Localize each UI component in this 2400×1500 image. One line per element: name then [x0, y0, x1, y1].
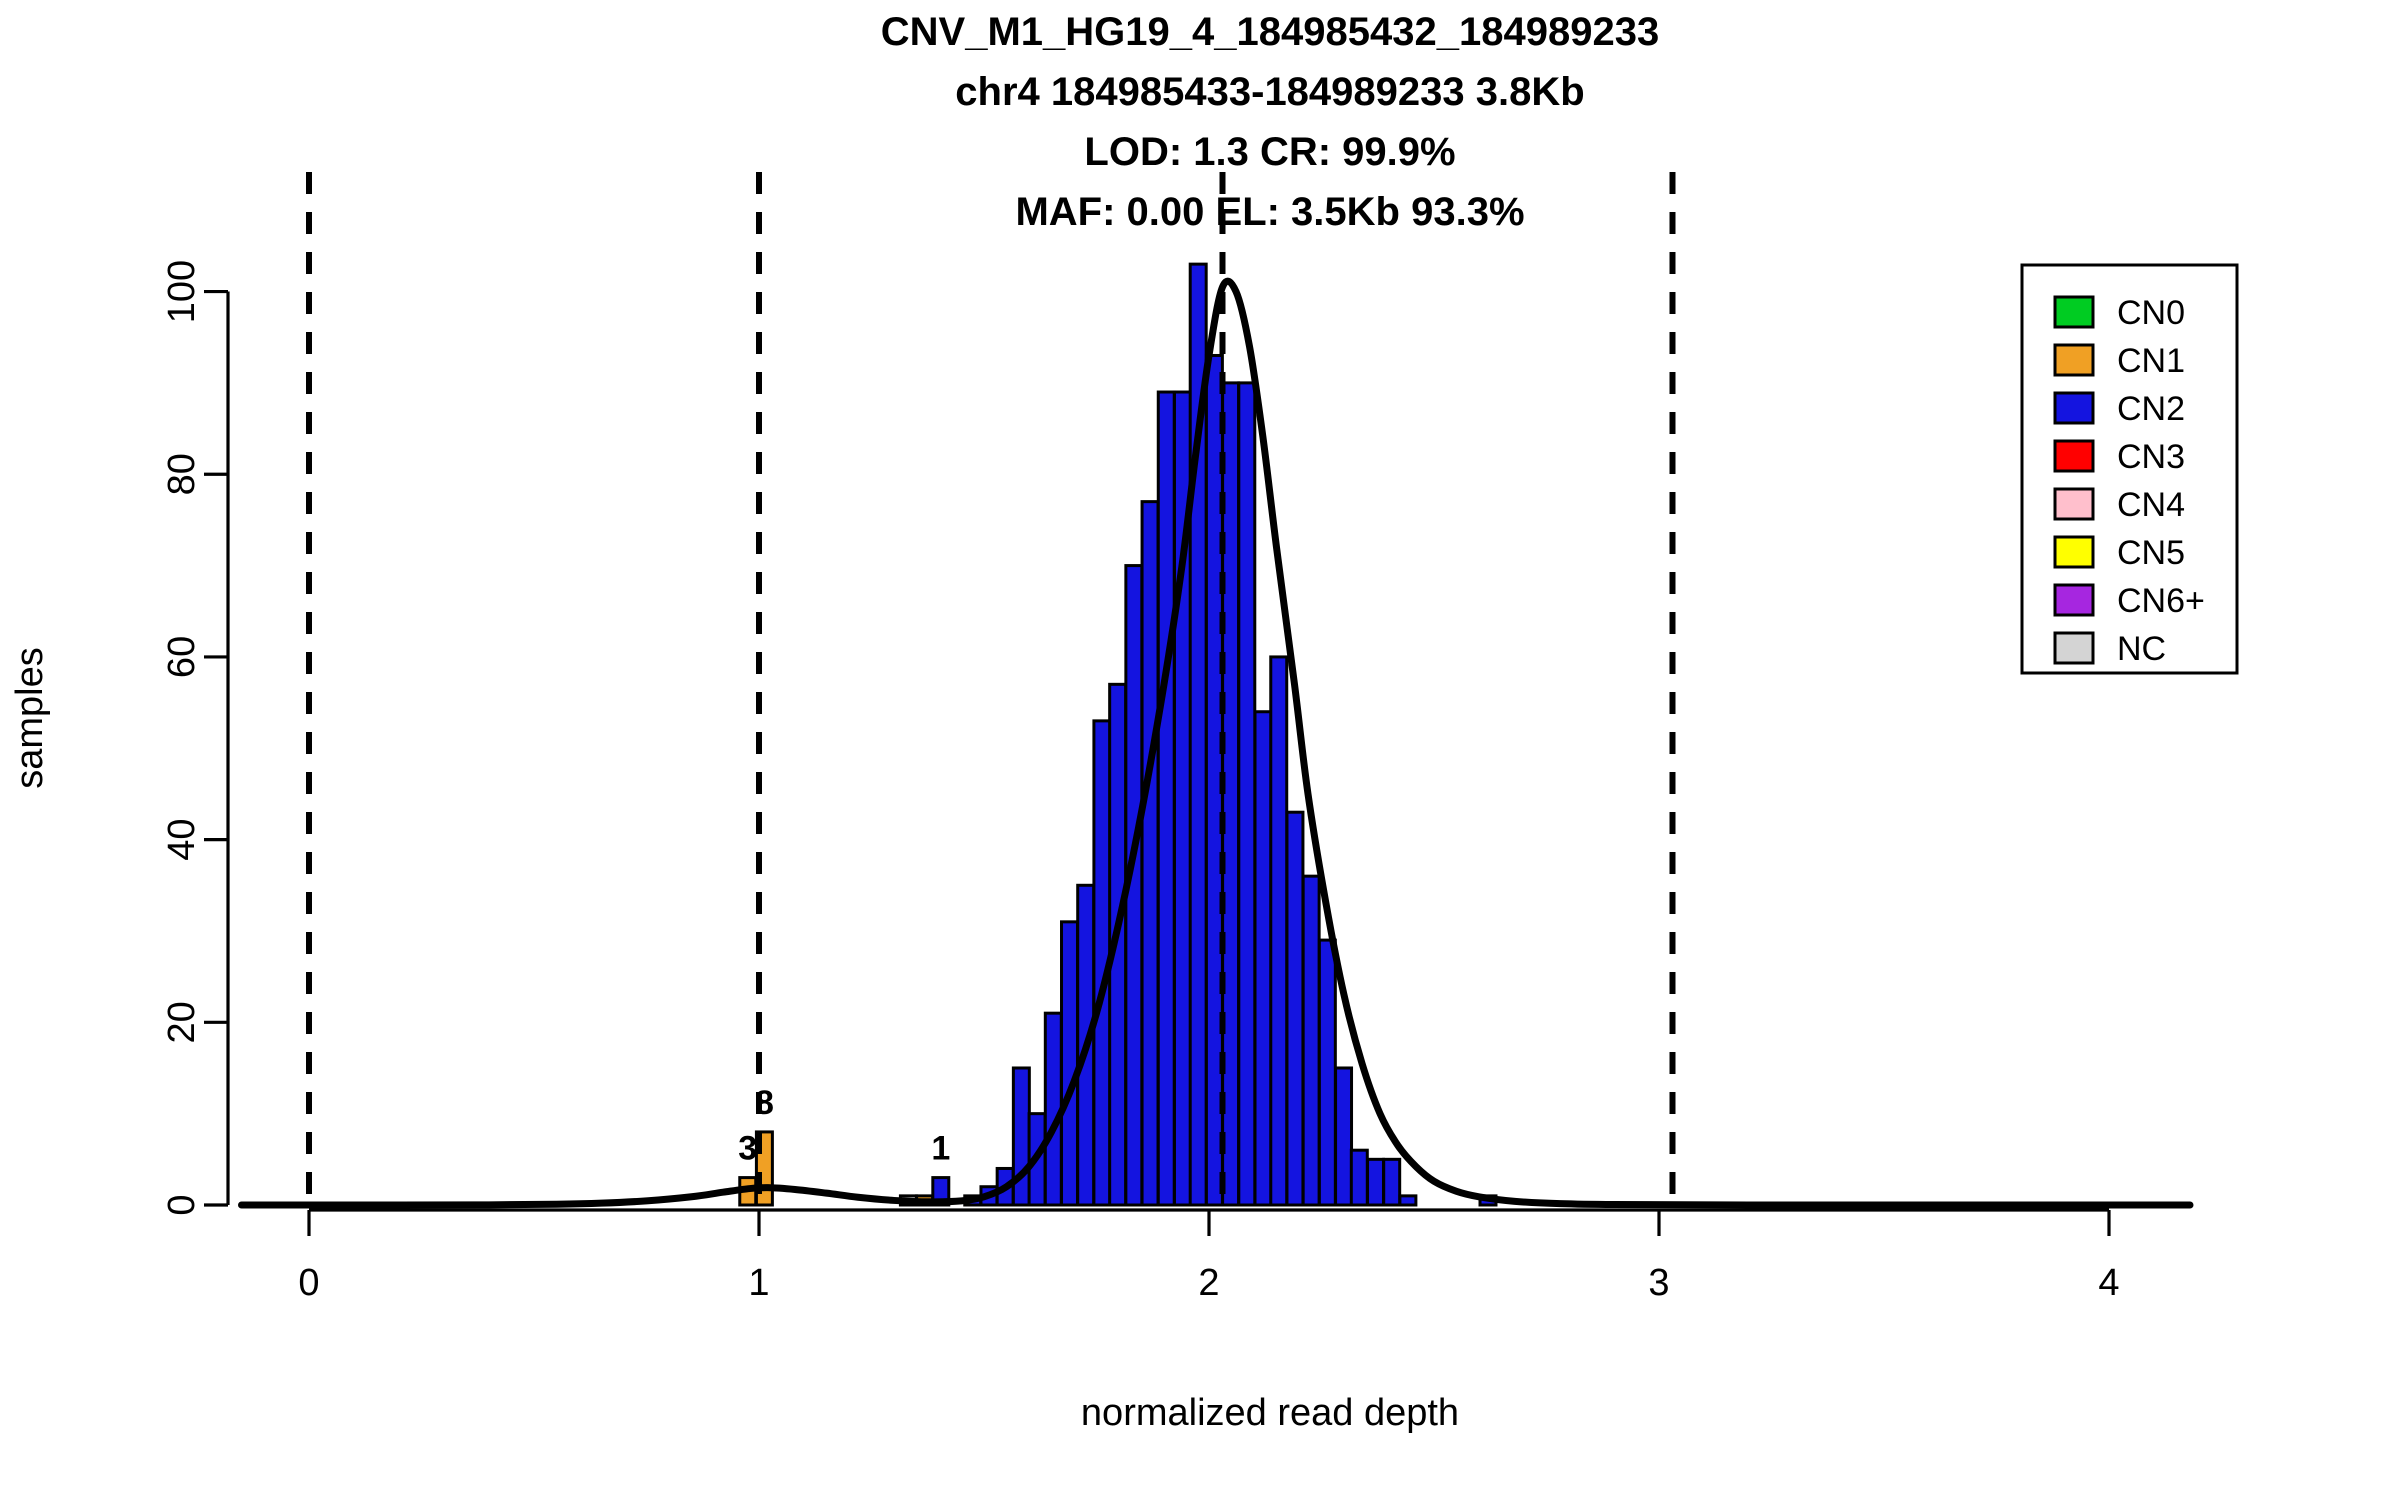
y-axis-tick-label: 60	[161, 636, 203, 678]
legend-swatch-cn2	[2053, 391, 2095, 425]
bar-count-labels: 3 8 1	[738, 1084, 950, 1168]
histogram-bar	[1060, 920, 1079, 1207]
histogram-bar	[1349, 1148, 1369, 1207]
histogram-bar	[1140, 500, 1160, 1207]
histogram-bar	[1011, 1066, 1031, 1207]
legend-swatch-cn5	[2053, 535, 2095, 569]
legend-label-cn1: CN1	[2117, 342, 2185, 380]
legend-label-cn2: CN2	[2117, 390, 2185, 428]
x-axis-tick-label: 4	[2098, 1262, 2119, 1304]
density-curve	[238, 277, 2194, 1209]
plot-title: CNV_M1_HG19_4_184985432_184989233 chr4 1…	[881, 10, 1659, 234]
histogram-bar	[1269, 655, 1289, 1207]
histogram-bars	[738, 262, 1498, 1207]
legend-swatch-cn3	[2053, 439, 2095, 473]
x-axis-tick-label: 1	[748, 1262, 769, 1304]
histogram-bar	[1317, 938, 1337, 1207]
x-axis-title: normalized read depth	[1081, 1392, 1459, 1434]
x-axis-tick-label: 2	[1198, 1262, 1219, 1304]
y-axis-tick-label: 40	[161, 818, 203, 860]
legend-label-cn5: CN5	[2117, 534, 2185, 572]
y-axis: 0 20 40 60 80 100	[161, 260, 230, 1216]
legend-swatch-cn0	[2053, 295, 2095, 329]
histogram-bar	[1156, 390, 1176, 1207]
legend-swatch-nc	[2053, 631, 2095, 665]
legend-swatch-cn1	[2053, 343, 2095, 377]
legend-label-cn4: CN4	[2117, 486, 2185, 524]
legend: CN0 CN1 CN2 CN3 CN4 CN5 CN6+ NC	[2020, 263, 2239, 675]
y-axis-tick-label: 80	[161, 453, 203, 495]
x-axis-tick-label: 3	[1648, 1262, 1669, 1304]
histogram-bar	[1382, 1157, 1402, 1207]
legend-swatch-cn4	[2053, 487, 2095, 521]
y-axis-tick-label: 20	[161, 1001, 203, 1043]
legend-label-cn0: CN0	[2117, 294, 2185, 332]
histogram-bar	[1237, 381, 1257, 1207]
title-line-2: chr4 184985433-184989233 3.8Kb	[955, 70, 1584, 114]
histogram-bar	[1334, 1066, 1354, 1207]
legend-label-cn6plus: CN6+	[2117, 582, 2205, 620]
x-axis: 0 1 2 3 4	[298, 1208, 2120, 1304]
legend-label-cn3: CN3	[2117, 438, 2185, 476]
x-axis-tick-label: 0	[298, 1262, 319, 1304]
histogram-bar	[1366, 1157, 1385, 1207]
bar-count-label: 8	[755, 1084, 774, 1122]
histogram-bar	[1398, 1194, 1418, 1207]
reference-lines	[306, 172, 1676, 1205]
legend-label-nc: NC	[2117, 630, 2166, 668]
y-axis-tick-label: 100	[161, 260, 203, 323]
histogram-bar	[1253, 710, 1273, 1207]
density-curve-path	[238, 277, 2194, 1209]
histogram-bar	[1285, 810, 1305, 1207]
histogram-bar	[1301, 874, 1321, 1207]
bar-count-label: 3	[738, 1130, 757, 1168]
title-line-4: MAF: 0.00 EL: 3.5Kb 93.3%	[1015, 190, 1524, 234]
title-line-3: LOD: 1.3 CR: 99.9%	[1084, 130, 1455, 174]
y-axis-tick-label: 0	[161, 1194, 203, 1215]
y-axis-title: samples	[9, 647, 51, 789]
title-line-1: CNV_M1_HG19_4_184985432_184989233	[881, 10, 1659, 54]
legend-swatch-cn6plus	[2053, 583, 2095, 617]
bar-count-label: 1	[931, 1130, 950, 1168]
